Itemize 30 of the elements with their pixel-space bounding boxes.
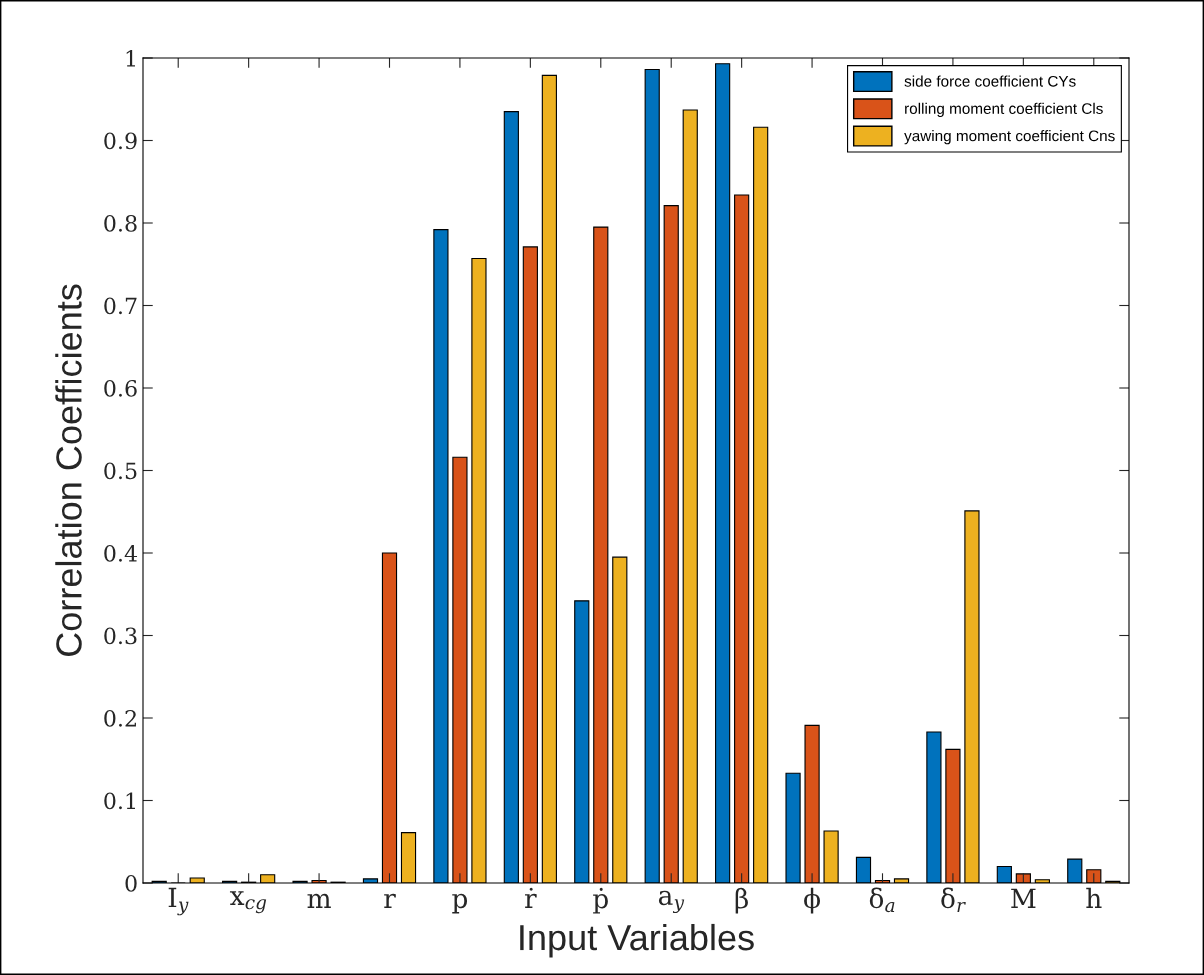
- x-tick-label: δ$_{a}$: [869, 887, 895, 913]
- y-tick-label: 0.8: [104, 214, 137, 232]
- x-tick-label: ṙ: [525, 887, 537, 908]
- x-tick-label: r: [384, 893, 396, 908]
- x-tick-label: ϕ: [804, 887, 821, 914]
- x-tick-label: δ$_{r}$: [941, 887, 966, 912]
- y-tick-label: 0.1: [104, 792, 135, 810]
- y-tick-label: 0.3: [104, 627, 137, 645]
- x-tick-label: β: [735, 887, 748, 914]
- legend-label: side force coefficient CYs: [904, 75, 1076, 87]
- x-tick-label: ṗ: [593, 887, 608, 914]
- x-tick-label: M: [1011, 888, 1036, 908]
- x-tick-label: a$_{y}$: [658, 890, 685, 913]
- x-axis-title: Input Variables: [520, 923, 754, 958]
- x-tick-label: m: [307, 893, 331, 908]
- y-tick-label: 0.7: [104, 297, 137, 315]
- y-tick-label: 0.5: [104, 462, 137, 480]
- legend-label: yawing moment coefficient Cns: [904, 130, 1115, 145]
- y-tick-label: 0.2: [104, 709, 136, 727]
- x-tick-label: x$_{cg}$: [229, 891, 267, 914]
- y-tick-label: 0.4: [104, 544, 138, 562]
- y-tick-label: 0.9: [104, 132, 137, 150]
- legend-label: rolling moment coefficient Cls: [905, 102, 1103, 118]
- x-tick-label: p: [452, 893, 468, 914]
- y-tick-label: 1: [126, 49, 135, 67]
- x-tick-label: h: [1086, 887, 1102, 908]
- y-tick-label: 0.6: [104, 379, 137, 397]
- y-axis-title: Correlation Coefficients: [55, 284, 82, 656]
- x-tick-label: I$_{y}$: [168, 887, 189, 916]
- y-tick-label: 0: [125, 874, 137, 892]
